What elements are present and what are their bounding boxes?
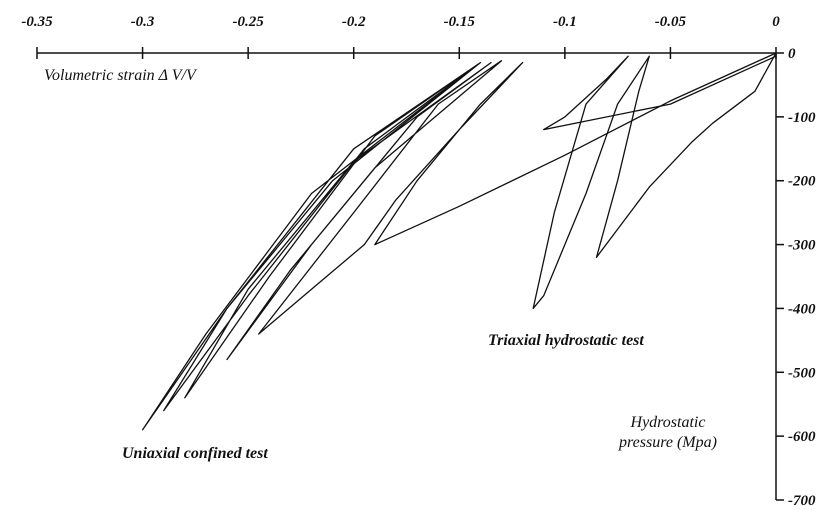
x-tick-label: -0.3 xyxy=(131,14,155,30)
x-tick-label: -0.15 xyxy=(444,14,476,30)
x-tick-label: -0.25 xyxy=(233,14,265,30)
x-tick-label: -0.2 xyxy=(342,14,366,30)
y-tick-label: -200 xyxy=(788,174,816,190)
x-axis-label: Volumetric strain Δ V/V xyxy=(44,67,198,84)
y-tick-label: -400 xyxy=(788,301,816,317)
x-tick-label: -0.05 xyxy=(655,14,687,30)
x-tick-label: -0.35 xyxy=(21,14,53,30)
series-label: Uniaxial confined test xyxy=(122,445,268,462)
series-label: Triaxial hydrostatic test xyxy=(488,332,644,349)
y-tick-label: -700 xyxy=(788,493,816,509)
y-tick-label: -300 xyxy=(788,238,816,254)
series-line xyxy=(532,52,777,310)
y-tick-label: -100 xyxy=(788,110,816,126)
y-tick-label: 0 xyxy=(788,46,796,62)
x-tick-label: -0.1 xyxy=(553,14,577,30)
y-tick-label: -600 xyxy=(788,429,816,445)
x-tick-label: 0 xyxy=(772,14,780,30)
series-line xyxy=(141,52,777,431)
y-tick-label: -500 xyxy=(788,365,816,381)
y-axis-label: Hydrostatic pressure (Mpa) xyxy=(619,414,717,451)
